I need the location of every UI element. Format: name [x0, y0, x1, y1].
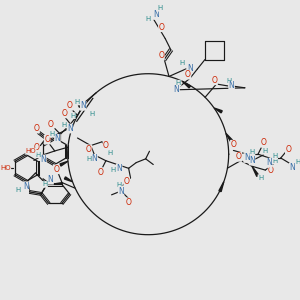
Text: O: O — [86, 145, 92, 154]
Text: HO: HO — [26, 148, 36, 154]
Text: H: H — [49, 131, 54, 137]
Text: H: H — [89, 111, 94, 117]
Text: H: H — [16, 187, 21, 193]
Text: O: O — [230, 140, 236, 149]
Text: N: N — [187, 64, 193, 74]
Text: H: H — [70, 112, 75, 118]
Polygon shape — [182, 81, 190, 88]
Text: H: H — [180, 60, 185, 66]
Text: O: O — [53, 165, 59, 174]
Text: O: O — [97, 168, 103, 177]
Text: H: H — [226, 78, 231, 84]
Text: N: N — [118, 187, 124, 196]
Polygon shape — [214, 108, 222, 113]
Text: H: H — [157, 5, 162, 11]
Text: O: O — [185, 70, 191, 79]
Text: H: H — [86, 156, 92, 162]
Text: O: O — [158, 51, 164, 60]
Text: O: O — [103, 141, 109, 150]
Text: H: H — [111, 167, 116, 173]
Text: N: N — [244, 154, 250, 163]
Polygon shape — [64, 177, 73, 182]
Text: N: N — [174, 85, 179, 94]
Polygon shape — [252, 166, 259, 176]
Polygon shape — [219, 182, 224, 192]
Text: O: O — [48, 120, 54, 129]
Text: O: O — [212, 76, 218, 85]
Polygon shape — [60, 161, 68, 166]
Text: N: N — [249, 156, 255, 165]
Text: N: N — [55, 134, 60, 143]
Text: H: H — [258, 175, 263, 181]
Text: N: N — [40, 155, 46, 164]
Text: O: O — [126, 198, 132, 207]
Text: O: O — [62, 109, 68, 118]
Polygon shape — [226, 134, 232, 142]
Text: O: O — [285, 145, 291, 154]
Text: O: O — [261, 138, 267, 147]
Text: N: N — [266, 158, 272, 167]
Text: N: N — [67, 124, 73, 133]
Text: H: H — [272, 158, 278, 164]
Text: O: O — [34, 143, 40, 152]
Text: H: H — [116, 182, 122, 188]
Text: H: H — [42, 182, 47, 188]
Text: H: H — [61, 122, 67, 128]
Text: N: N — [80, 101, 86, 110]
Text: O: O — [268, 166, 274, 175]
Text: O: O — [34, 124, 40, 133]
Text: N: N — [289, 163, 295, 172]
Text: O: O — [236, 152, 242, 161]
Text: N: N — [229, 81, 235, 90]
Text: H: H — [250, 149, 255, 155]
Text: HO: HO — [0, 165, 11, 171]
Text: H: H — [35, 152, 40, 158]
Text: H: H — [107, 150, 112, 156]
Text: O: O — [67, 101, 73, 110]
Text: H: H — [176, 80, 181, 86]
Text: H: H — [146, 16, 151, 22]
Text: N: N — [153, 11, 159, 20]
Text: O: O — [124, 177, 130, 186]
Text: H: H — [295, 159, 300, 165]
Polygon shape — [78, 103, 86, 107]
Text: H: H — [272, 153, 278, 159]
Text: O: O — [158, 23, 164, 32]
Text: O: O — [44, 135, 50, 144]
Text: H: H — [263, 148, 268, 154]
Text: H: H — [75, 99, 80, 105]
Text: N: N — [48, 175, 53, 184]
Text: N: N — [116, 164, 122, 173]
Text: N: N — [23, 182, 29, 191]
Text: N: N — [92, 154, 98, 163]
